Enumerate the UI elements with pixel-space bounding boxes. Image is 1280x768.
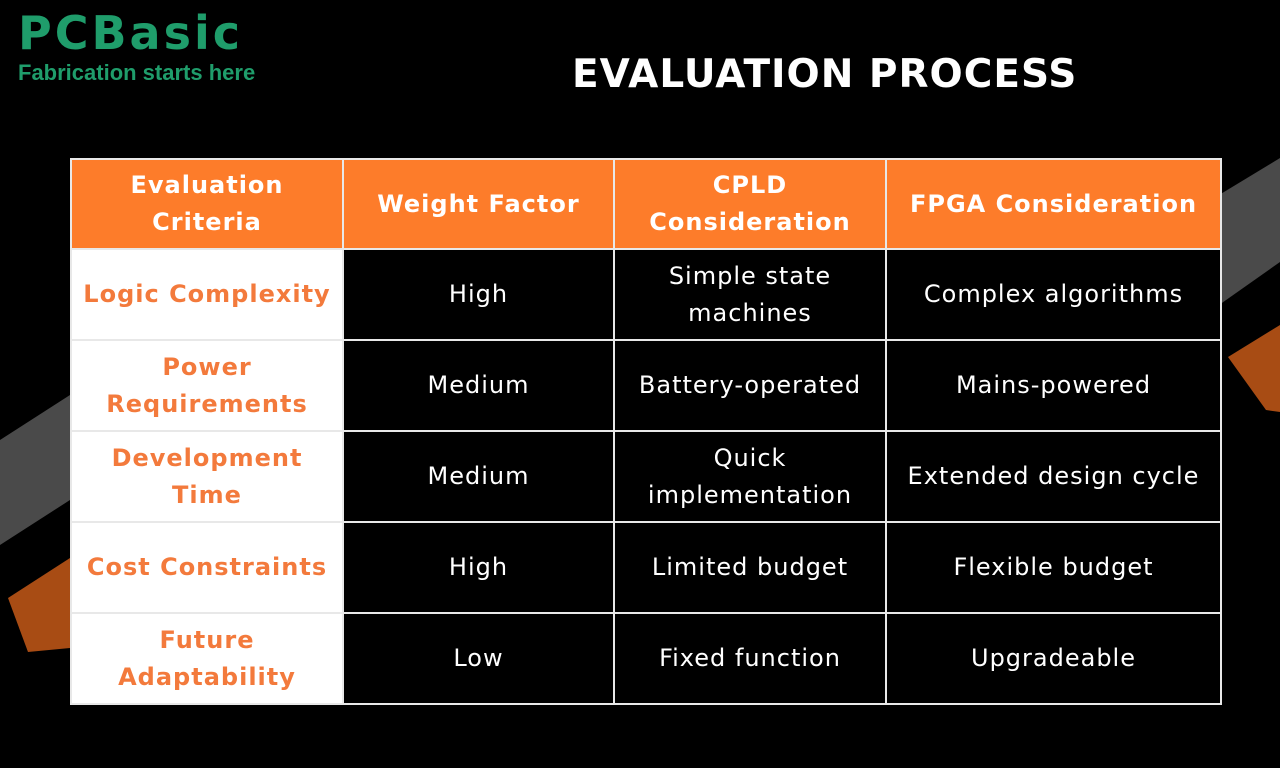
page-title: EVALUATION PROCESS xyxy=(572,52,1078,97)
table-row: Logic Complexity High Simple state machine… xyxy=(70,248,1222,341)
cell-criteria: Cost Constraints xyxy=(70,521,344,614)
cell-cpld: Quick implementation xyxy=(613,430,887,523)
header-weight: Weight Factor xyxy=(342,158,615,250)
cell-weight: High xyxy=(342,521,615,614)
table-row: Power Requirements Medium Battery-operated… xyxy=(70,339,1222,432)
cell-criteria: Power Requirements xyxy=(70,339,344,432)
header-criteria: Evaluation Criteria xyxy=(70,158,344,250)
cell-fpga: Extended design cycle xyxy=(885,430,1222,523)
table-header-row: Evaluation Criteria Weight Factor CPLD C… xyxy=(70,158,1222,250)
evaluation-table: Evaluation Criteria Weight Factor CPLD C… xyxy=(70,158,1222,705)
cell-fpga: Complex algorithms xyxy=(885,248,1222,341)
cell-weight: Medium xyxy=(342,430,615,523)
cell-criteria: Future Adaptability xyxy=(70,612,344,705)
cell-criteria: Logic Complexity xyxy=(70,248,344,341)
cell-weight: Medium xyxy=(342,339,615,432)
cell-cpld: Simple state machines xyxy=(613,248,887,341)
header-cpld: CPLD Consideration xyxy=(613,158,887,250)
brand-tagline: Fabrication starts here xyxy=(18,60,256,85)
table-row: Future Adaptability Low Fixed function Upgr… xyxy=(70,612,1222,705)
cell-cpld: Battery-operated xyxy=(613,339,887,432)
header-fpga: FPGA Consideration xyxy=(885,158,1222,250)
brand-logo: PCBasic Fabrication starts here xyxy=(18,8,255,86)
cell-fpga: Flexible budget xyxy=(885,521,1222,614)
cell-weight: High xyxy=(342,248,615,341)
cell-cpld: Fixed function xyxy=(613,612,887,705)
cell-weight: Low xyxy=(342,612,615,705)
cell-fpga: Mains-powered xyxy=(885,339,1222,432)
gray-stripe-left xyxy=(0,395,70,545)
cell-criteria: Development Time xyxy=(70,430,344,523)
orange-stripe-right xyxy=(1228,325,1280,412)
orange-stripe-left xyxy=(8,558,70,652)
cell-fpga: Upgradeable xyxy=(885,612,1222,705)
table-row: Cost Constraints High Limited budget Flexib… xyxy=(70,521,1222,614)
table-row: Development Time Medium Quick implementati… xyxy=(70,430,1222,523)
brand-name: PCBasic xyxy=(18,6,243,60)
gray-stripe-right xyxy=(1219,158,1280,305)
cell-cpld: Limited budget xyxy=(613,521,887,614)
